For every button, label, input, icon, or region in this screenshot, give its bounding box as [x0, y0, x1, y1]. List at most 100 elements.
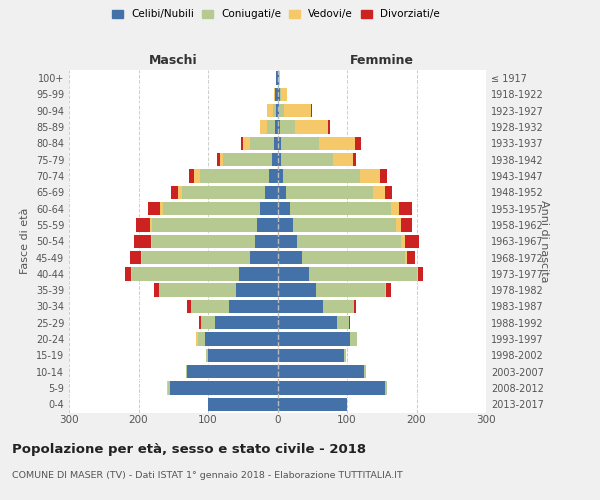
Bar [277, 170, 283, 182]
Bar [274, 136, 277, 150]
Bar [328, 120, 329, 134]
Bar [373, 186, 385, 199]
Bar [152, 218, 257, 232]
Bar [160, 202, 163, 215]
Bar [194, 170, 200, 182]
Bar [354, 300, 356, 313]
Bar [188, 170, 194, 182]
Bar [187, 300, 191, 313]
Bar [297, 234, 401, 248]
Bar [311, 104, 312, 118]
Bar [302, 251, 404, 264]
Bar [391, 202, 399, 215]
Bar [281, 88, 287, 101]
Bar [277, 153, 281, 166]
Bar [260, 120, 267, 134]
Bar [333, 153, 353, 166]
Bar [281, 153, 333, 166]
Y-axis label: Anni di nascita: Anni di nascita [539, 200, 549, 282]
Bar [281, 136, 319, 150]
Bar [201, 316, 215, 330]
Bar [295, 120, 328, 134]
Bar [206, 348, 208, 362]
Bar [277, 218, 293, 232]
Bar [290, 202, 391, 215]
Bar [131, 267, 239, 280]
Bar [309, 267, 416, 280]
Bar [277, 267, 309, 280]
Bar [142, 251, 250, 264]
Bar [243, 136, 250, 150]
Bar [277, 365, 364, 378]
Y-axis label: Fasce di età: Fasce di età [20, 208, 30, 274]
Bar [208, 348, 277, 362]
Bar [191, 300, 229, 313]
Bar [167, 382, 169, 394]
Bar [364, 365, 366, 378]
Bar [272, 153, 277, 166]
Bar [286, 186, 373, 199]
Bar [275, 88, 277, 101]
Bar [316, 284, 385, 297]
Bar [277, 398, 347, 411]
Bar [267, 120, 275, 134]
Bar [380, 170, 388, 182]
Bar [186, 365, 187, 378]
Bar [395, 218, 401, 232]
Bar [276, 72, 277, 85]
Bar [269, 170, 277, 182]
Bar [134, 234, 151, 248]
Bar [401, 218, 412, 232]
Bar [196, 332, 197, 346]
Bar [136, 218, 151, 232]
Bar [277, 348, 344, 362]
Bar [241, 136, 243, 150]
Bar [277, 88, 280, 101]
Bar [416, 267, 418, 280]
Bar [407, 251, 415, 264]
Bar [217, 153, 220, 166]
Bar [187, 365, 277, 378]
Bar [279, 104, 284, 118]
Bar [154, 284, 160, 297]
Bar [349, 316, 350, 330]
Bar [274, 88, 275, 101]
Bar [353, 153, 356, 166]
Text: Maschi: Maschi [149, 54, 197, 66]
Bar [200, 170, 269, 182]
Bar [277, 316, 337, 330]
Bar [163, 202, 260, 215]
Bar [418, 267, 424, 280]
Text: Femmine: Femmine [350, 54, 414, 66]
Bar [319, 136, 355, 150]
Bar [215, 316, 277, 330]
Bar [130, 251, 140, 264]
Bar [151, 234, 152, 248]
Bar [272, 104, 276, 118]
Bar [277, 332, 350, 346]
Bar [250, 136, 274, 150]
Bar [265, 186, 277, 199]
Bar [205, 332, 277, 346]
Bar [151, 218, 152, 232]
Bar [197, 332, 205, 346]
Bar [385, 186, 392, 199]
Legend: Celibi/Nubili, Coniugati/e, Vedovi/e, Divorziati/e: Celibi/Nubili, Coniugati/e, Vedovi/e, Di… [108, 5, 444, 24]
Bar [359, 170, 380, 182]
Bar [385, 382, 386, 394]
Bar [220, 153, 223, 166]
Bar [171, 186, 178, 199]
Bar [293, 218, 395, 232]
Bar [279, 72, 280, 85]
Bar [170, 382, 277, 394]
Bar [125, 267, 131, 280]
Bar [284, 104, 311, 118]
Bar [277, 251, 302, 264]
Bar [276, 104, 277, 118]
Bar [169, 382, 170, 394]
Bar [250, 251, 277, 264]
Bar [260, 202, 277, 215]
Bar [257, 218, 277, 232]
Bar [280, 88, 281, 101]
Bar [208, 398, 277, 411]
